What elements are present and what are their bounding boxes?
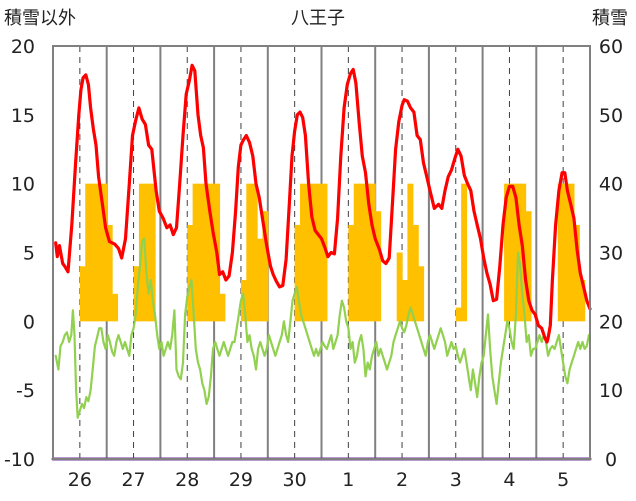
right-tick-label: 0	[605, 449, 617, 471]
sunshine-bar	[187, 224, 194, 322]
sunshine-bar	[246, 183, 253, 322]
sunshine-bar	[364, 183, 371, 322]
sunshine-bar	[504, 183, 511, 322]
right-tick-label: 40	[599, 174, 623, 196]
sunshine-bar	[112, 293, 119, 322]
sunshine-bar	[257, 238, 264, 322]
sunshine-bar	[573, 224, 580, 322]
left-tick-label: 0	[23, 311, 35, 333]
right-tick-label: 50	[599, 105, 623, 127]
sunshine-bar	[353, 183, 360, 322]
left-tick-label: -10	[4, 449, 35, 471]
tick-labels: -10 -5 0 5 10 15 20 0 10 20 30 40 50 60 26 27 28 29 30 1 2 3 4…	[4, 36, 623, 491]
temperature-line	[54, 63, 592, 344]
sunshine-bar	[557, 183, 564, 322]
sunshine-bar	[348, 224, 355, 322]
x-tick-label: 3	[450, 469, 462, 491]
x-tick-label: 29	[229, 469, 253, 491]
x-tick-label: 28	[175, 469, 199, 491]
x-tick-label: 2	[396, 469, 408, 491]
left-tick-label: 10	[11, 174, 35, 196]
sunshine-bar	[310, 183, 317, 322]
sunshine-bar	[321, 183, 328, 322]
sunshine-bar	[219, 293, 226, 322]
sunshine-bar	[461, 183, 468, 322]
sunshine-bar	[149, 183, 156, 322]
x-tick-label: 30	[283, 469, 307, 491]
sunshine-bar	[262, 211, 269, 322]
sunshine-bar	[79, 266, 86, 322]
sunshine-bar	[369, 183, 376, 322]
right-tick-label: 60	[599, 36, 623, 58]
sunshine-bar	[305, 183, 312, 322]
plot-border	[52, 45, 591, 460]
right-tick-label: 20	[599, 311, 623, 333]
sunshine-bar	[203, 183, 210, 322]
sunshine-bar	[412, 224, 419, 322]
sunshine-bar	[95, 183, 102, 322]
sunshine-bar	[106, 224, 113, 322]
sunshine-bar	[192, 183, 199, 322]
left-tick-label: 15	[11, 105, 35, 127]
x-tick-label: 1	[342, 469, 354, 491]
sunshine-bar	[418, 266, 425, 322]
sunshine-bar	[101, 183, 108, 322]
x-tick-label: 5	[557, 469, 569, 491]
left-axis-label: 積雪以外	[4, 8, 76, 29]
sunshine-bar	[563, 183, 570, 322]
sunshine-bar	[579, 280, 586, 322]
x-tick-label: 4	[503, 469, 515, 491]
left-tick-label: 20	[11, 36, 35, 58]
sunshine-bar	[294, 224, 301, 322]
x-tick-label: 27	[121, 469, 145, 491]
sunshine-bar	[144, 183, 151, 322]
sunshine-bar	[568, 183, 575, 322]
sunshine-bar	[359, 183, 366, 322]
sunshine-bar	[85, 183, 92, 322]
dewpoint-line	[54, 237, 592, 419]
right-tick-label: 30	[599, 243, 623, 265]
sunshine-bar	[90, 183, 97, 322]
sunshine-bar	[300, 183, 306, 322]
sunshine-bar	[455, 307, 462, 322]
sunshine-bar	[396, 252, 403, 322]
chart-title: 八王子	[291, 8, 345, 29]
sunshine-bar	[208, 183, 215, 322]
left-tick-label: -5	[16, 380, 35, 402]
sunshine-bar	[402, 280, 409, 322]
sunshine-bar	[197, 183, 204, 322]
sunshine-bar	[251, 183, 258, 322]
sunshine-bar	[407, 183, 414, 322]
sunshine-bar	[316, 183, 323, 322]
right-tick-label: 10	[599, 380, 623, 402]
sunshine-bar	[509, 183, 516, 322]
sunshine-bar	[375, 211, 382, 322]
sunshine-bar	[525, 211, 532, 322]
left-tick-label: 5	[23, 243, 35, 265]
right-axis-label: 積雪	[592, 8, 628, 29]
x-tick-label: 26	[68, 469, 92, 491]
